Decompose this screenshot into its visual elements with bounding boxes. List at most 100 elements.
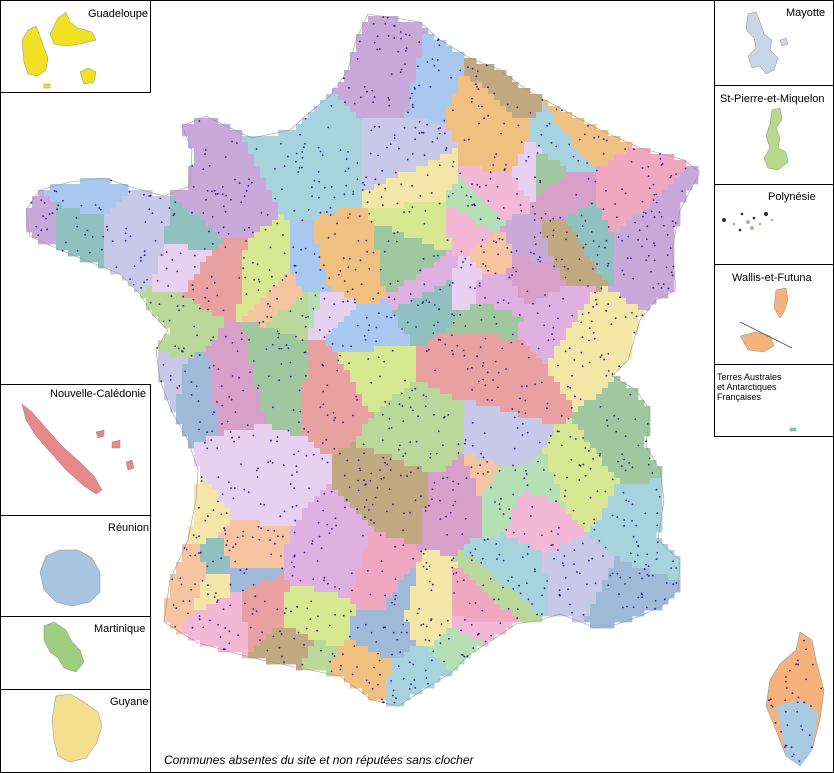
departement-cell <box>344 70 351 77</box>
departement-cell <box>362 46 369 53</box>
departement-cell <box>362 352 369 359</box>
departement-cell <box>152 310 159 317</box>
departement-cell <box>428 292 435 299</box>
departement-cell <box>254 334 261 341</box>
departement-cell <box>332 316 339 323</box>
departement-cell <box>374 106 381 113</box>
departement-cell <box>224 214 231 221</box>
departement-cell <box>224 196 231 203</box>
departement-cell <box>224 508 231 515</box>
departement-cell <box>404 460 411 467</box>
departement-cell <box>98 232 105 239</box>
departement-cell <box>422 634 429 641</box>
departement-cell <box>308 610 315 617</box>
departement-cell <box>356 460 363 467</box>
departement-cell <box>338 154 345 161</box>
departement-cell <box>236 622 243 629</box>
departement-cell <box>200 532 207 539</box>
departement-cell <box>152 262 159 269</box>
departement-cell <box>326 262 333 269</box>
departement-cell <box>362 454 369 461</box>
departement-cell <box>194 448 201 455</box>
departement-cell <box>416 274 423 281</box>
departement-cell <box>188 370 195 377</box>
departement-cell <box>158 304 165 311</box>
departement-cell <box>452 622 459 629</box>
departement-cell <box>452 508 459 515</box>
departement-cell <box>200 448 207 455</box>
departement-cell <box>260 250 267 257</box>
departement-cell <box>104 220 111 227</box>
departement-cell <box>362 250 369 257</box>
departement-cell <box>356 388 363 395</box>
departement-cell <box>410 682 417 689</box>
departement-cell <box>440 100 447 107</box>
departement-cell <box>272 154 279 161</box>
departement-cell <box>416 568 423 575</box>
departement-cell <box>440 406 447 413</box>
departement-cell <box>356 124 363 131</box>
departement-cell <box>242 232 249 239</box>
departement-cell <box>206 250 213 257</box>
departement-cell <box>416 382 423 389</box>
departement-cell <box>446 112 453 119</box>
departement-cell <box>296 490 303 497</box>
departement-cell <box>266 574 273 581</box>
departement-cell <box>272 466 279 473</box>
departement-cell <box>404 466 411 473</box>
departement-cell <box>230 412 237 419</box>
departement-cell <box>356 64 363 71</box>
departement-cell <box>374 250 381 257</box>
departement-cell <box>266 550 273 557</box>
departement-cell <box>326 406 333 413</box>
departement-cell <box>398 670 405 677</box>
departement-cell <box>224 322 231 329</box>
departement-cell <box>260 652 267 659</box>
departement-cell <box>392 598 399 605</box>
departement-cell <box>422 418 429 425</box>
departement-cell <box>452 202 459 209</box>
departement-cell <box>362 124 369 131</box>
departement-cell <box>338 550 345 557</box>
departement-cell <box>290 448 297 455</box>
departement-cell <box>422 322 429 329</box>
departement-cell <box>410 676 417 683</box>
departement-cell <box>278 316 285 323</box>
departement-cell <box>416 184 423 191</box>
departement-cell <box>206 424 213 431</box>
departement-cell <box>200 520 207 527</box>
departement-cell <box>284 280 291 287</box>
departement-cell <box>338 664 345 671</box>
departement-cell <box>380 502 387 509</box>
departement-cell <box>338 382 345 389</box>
departement-cell <box>320 514 327 521</box>
departement-cell <box>344 598 351 605</box>
departement-cell <box>368 124 375 131</box>
departement-cell <box>380 586 387 593</box>
departement-cell <box>248 424 255 431</box>
departement-cell <box>332 310 339 317</box>
departement-cell <box>230 172 237 179</box>
departement-cell <box>434 418 441 425</box>
departement-cell <box>200 142 207 149</box>
departement-cell <box>446 490 453 497</box>
departement-cell <box>194 214 201 221</box>
departement-cell <box>260 424 267 431</box>
departement-cell <box>266 538 273 545</box>
departement-cell <box>266 520 273 527</box>
departement-cell <box>302 142 309 149</box>
departement-cell <box>272 550 279 557</box>
departement-cell <box>182 256 189 263</box>
departement-cell <box>326 436 333 443</box>
departement-cell <box>338 334 345 341</box>
departement-cell <box>314 214 321 221</box>
departement-cell <box>290 538 297 545</box>
departement-cell <box>278 502 285 509</box>
departement-cell <box>320 232 327 239</box>
departement-cell <box>446 562 453 569</box>
departement-cell <box>122 208 129 215</box>
departement-cell <box>374 430 381 437</box>
departement-cell <box>422 394 429 401</box>
departement-cell <box>392 604 399 611</box>
departement-cell <box>302 250 309 257</box>
